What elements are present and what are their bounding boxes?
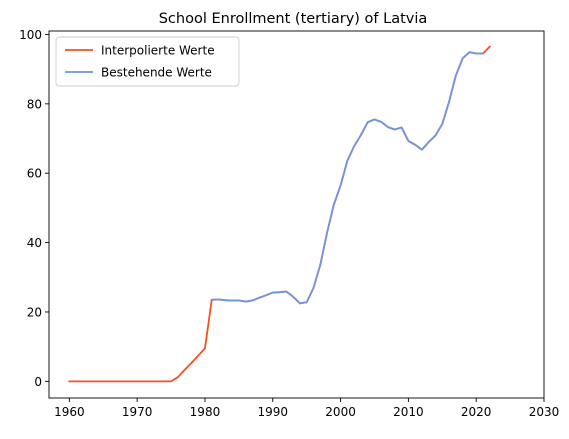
chart-title: School Enrollment (tertiary) of Latvia [159,11,428,27]
x-tick-label: 2030 [529,405,560,419]
y-tick-label: 80 [27,97,42,111]
x-tick-label: 1990 [257,405,288,419]
legend: Interpolierte Werte Bestehende Werte [55,36,240,87]
x-tick-label: 1980 [190,405,221,419]
x-tick-label: 1970 [122,405,153,419]
y-tick-label: 0 [34,375,42,389]
y-tick-label: 20 [27,305,42,319]
x-tick-label: 2000 [325,405,356,419]
x-tick-label: 2010 [393,405,424,419]
legend-box [55,36,240,87]
axes-layer: 1960 1970 1980 1990 2000 2010 2020 2030 0 20 40 60 8… [19,28,559,419]
series-line-1 [68,45,492,383]
y-tick-label: 100 [19,28,42,42]
y-tick-label: 60 [27,167,42,181]
x-tick-label: 1960 [54,405,85,419]
plot-frame [48,30,545,399]
x-tick-label: 2020 [461,405,492,419]
legend-label-2: Bestehende Werte [101,66,212,80]
series-line-2 [210,51,484,305]
y-tick-label: 40 [27,236,42,250]
legend-label-1: Interpolierte Werte [101,44,215,58]
series-layer [68,45,492,383]
